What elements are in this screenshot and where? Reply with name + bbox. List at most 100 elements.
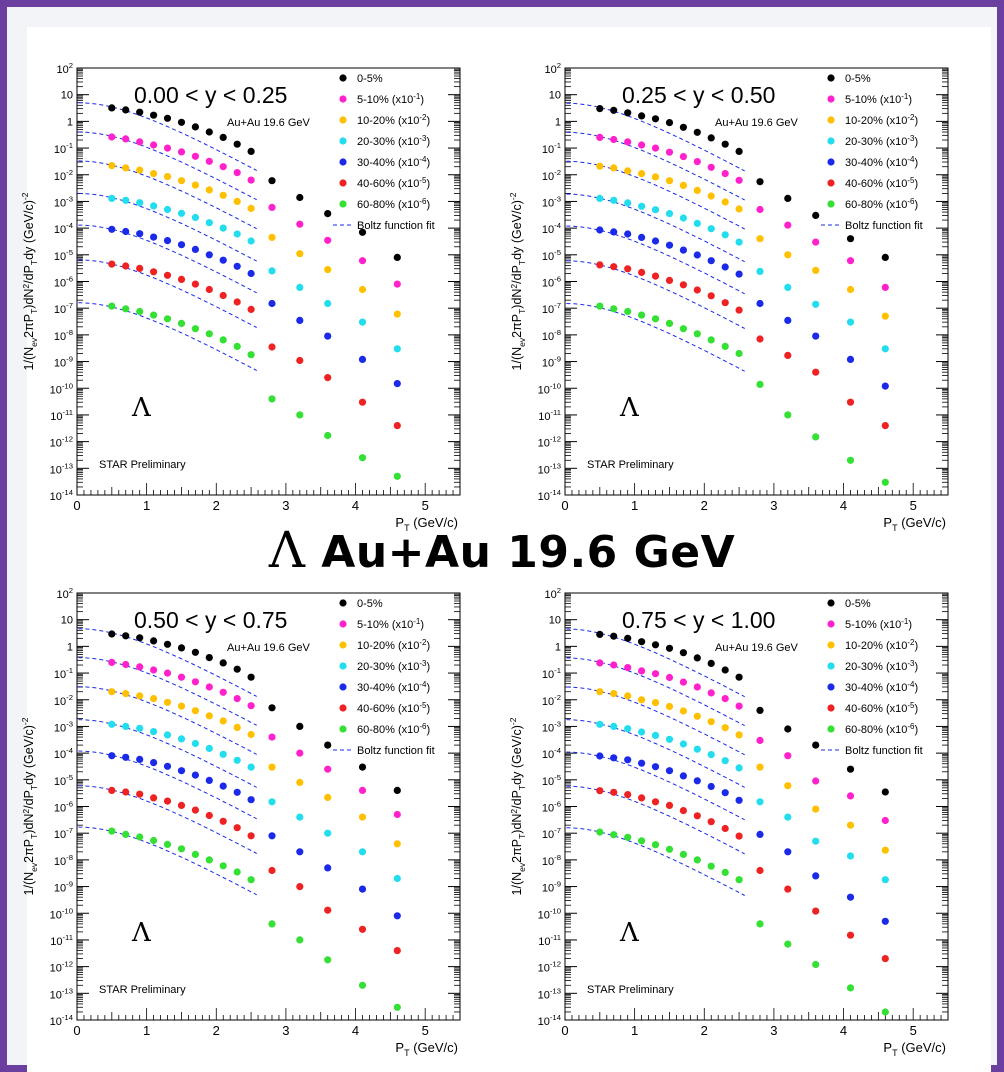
y-tick-label: 10-14 [538, 488, 562, 503]
data-point [296, 220, 304, 228]
data-point [191, 181, 199, 189]
y-tick-label: 10-10 [538, 381, 561, 396]
data-point [846, 893, 855, 901]
data-point [358, 257, 367, 265]
fit-curve [78, 785, 257, 854]
data-point [784, 283, 792, 291]
legend-marker [827, 200, 835, 208]
data-point [177, 673, 186, 681]
data-point [610, 228, 618, 236]
fit-curve [566, 628, 745, 698]
data-point [136, 108, 144, 116]
data-point [784, 411, 792, 419]
particle-label: Λ [619, 918, 640, 948]
y-tick-label: 10-6 [54, 800, 73, 815]
data-point [881, 345, 889, 353]
legend-marker [339, 683, 347, 691]
y-tick-label: 10-1 [54, 666, 73, 681]
legend-label-3: 20-30% (x10-3) [845, 659, 918, 673]
data-point [296, 316, 304, 324]
data-point [150, 836, 158, 845]
legend-marker [339, 74, 347, 82]
data-point [247, 730, 255, 739]
y-tick-label: 10-12 [50, 435, 73, 450]
legend-label-5: 40-60% (x10-5) [357, 701, 430, 715]
fit-curve [78, 628, 257, 697]
system-label: Au+Au 19.6 GeV [715, 117, 799, 129]
legend-fit-label: Boltz function fit [845, 745, 923, 757]
spectra-panel-1: 10-1410-1310-1210-1110-1010-910-810-710-… [20, 61, 461, 533]
y-tick-label: 10-7 [54, 826, 73, 841]
y-tick-label: 10-9 [54, 355, 73, 370]
data-point [846, 931, 855, 939]
data-point [233, 788, 241, 796]
data-point [679, 246, 687, 254]
data-point [136, 166, 144, 174]
y-tick-label: 10-10 [50, 381, 73, 396]
legend-marker [827, 95, 835, 103]
data-point [735, 147, 743, 155]
y-tick-label: 10-1 [542, 141, 561, 156]
data-point [638, 202, 646, 210]
data-point [358, 228, 367, 236]
legend-marker [339, 95, 347, 103]
y-tick-label: 10-9 [54, 880, 73, 895]
data-point [136, 790, 144, 798]
y-axis-label: 1/(Nev2πPT)dN2/dPTdy (GeV/c)-2 [20, 717, 39, 895]
figure-title: Λ Au+Au 19.6 GeV [0, 515, 1004, 585]
y-tick-label: 10 [549, 90, 561, 102]
data-point [651, 699, 660, 707]
data-point [358, 763, 367, 771]
data-point [638, 696, 646, 704]
y-tick-label: 10-4 [542, 221, 562, 236]
x-tick-label: 1 [143, 498, 150, 513]
data-point [610, 135, 618, 144]
data-point [136, 833, 144, 841]
legend-label-3: 20-30% (x10-3) [845, 134, 918, 148]
data-point [707, 689, 715, 697]
data-point [651, 144, 660, 152]
legend-label-0: 0-5% [845, 598, 871, 610]
data-point [665, 119, 674, 127]
data-point [136, 199, 144, 207]
data-point [247, 147, 255, 155]
data-point [707, 225, 715, 233]
data-point [177, 275, 186, 283]
data-point [812, 433, 820, 441]
data-point [756, 763, 764, 771]
y-tick-label: 10 [549, 615, 561, 627]
data-point [150, 666, 158, 674]
y-tick-label: 10-13 [50, 986, 73, 1001]
data-point [756, 866, 764, 875]
data-point [122, 722, 130, 730]
data-point [233, 868, 241, 876]
data-point [638, 170, 646, 178]
data-point [665, 276, 674, 284]
data-point [784, 782, 792, 790]
data-point [247, 832, 255, 840]
legend-marker [827, 662, 835, 670]
data-point [665, 319, 674, 327]
data-point [177, 319, 186, 327]
data-point [191, 213, 199, 222]
data-point [735, 832, 743, 840]
data-point [324, 431, 332, 440]
data-point [707, 782, 715, 791]
legend-marker [827, 725, 835, 733]
legend-label-4: 30-40% (x10-4) [845, 680, 918, 694]
data-point [651, 731, 660, 739]
data-point [191, 245, 199, 253]
data-point [108, 827, 116, 835]
data-point [651, 272, 660, 280]
fit-curve [566, 131, 745, 201]
data-point [233, 665, 241, 673]
legend-label-1: 5-10% (x10-1) [845, 617, 912, 631]
data-point [150, 695, 158, 703]
particle-label: Λ [619, 393, 640, 423]
y-tick-label: 10-9 [542, 880, 561, 895]
data-point [163, 762, 172, 770]
data-point [846, 984, 855, 992]
data-point [136, 634, 144, 642]
system-label: Au+Au 19.6 GeV [227, 642, 311, 654]
y-tick-label: 10-7 [542, 301, 561, 316]
